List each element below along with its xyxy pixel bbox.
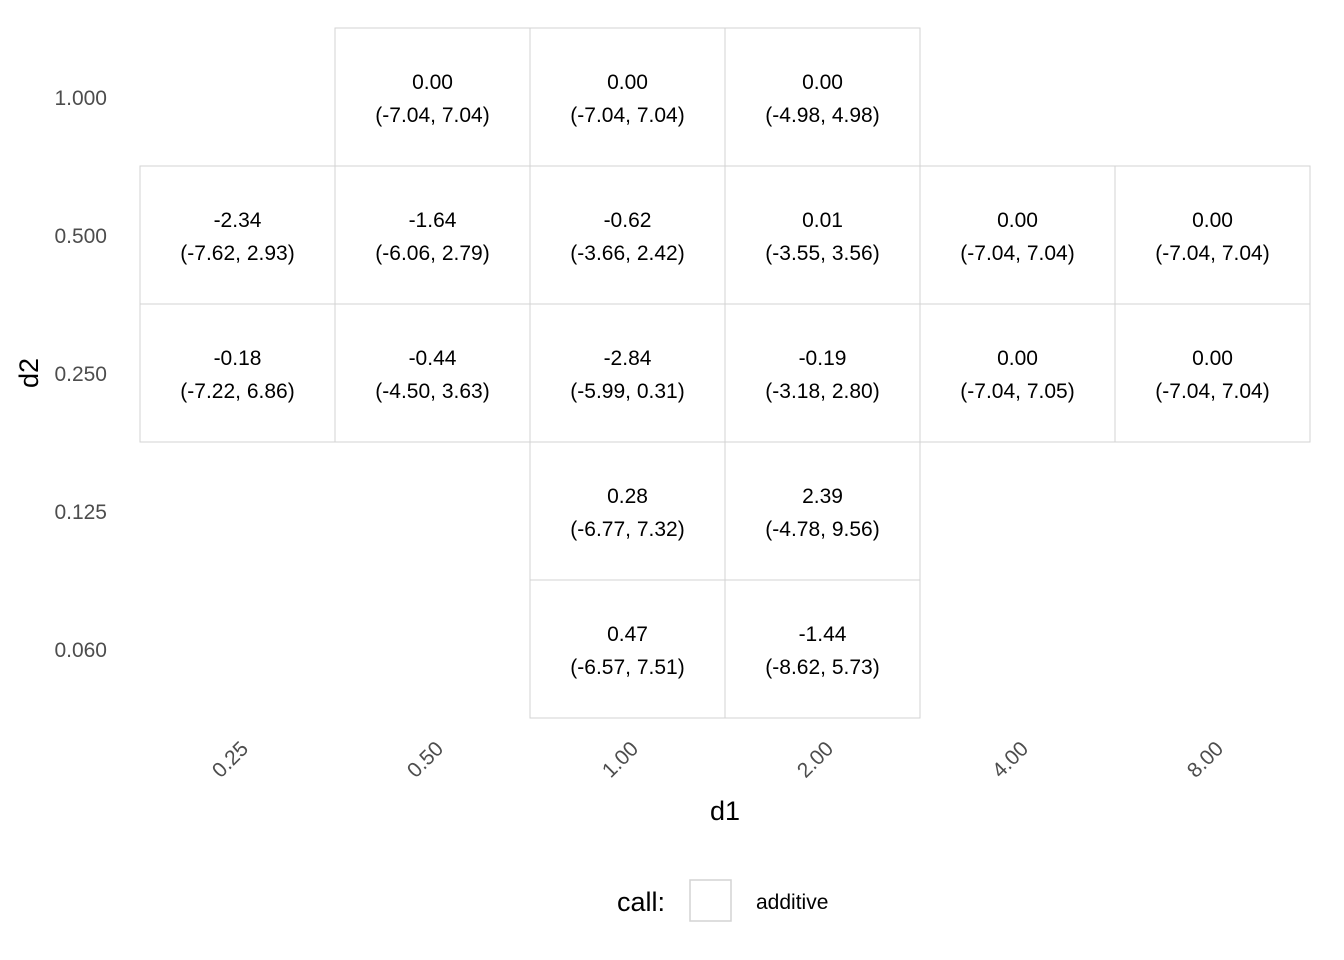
cell-interval-label: (-4.50, 3.63) <box>375 380 489 403</box>
heatmap-cell-rect <box>724 27 921 167</box>
cell-estimate-label: -2.84 <box>604 347 652 370</box>
cell-estimate-label: -0.18 <box>214 347 262 370</box>
cell-estimate-label: 0.00 <box>1192 347 1233 370</box>
cell-interval-label: (-6.77, 7.32) <box>570 518 684 541</box>
cells-layer: 0.00 (-7.04, 7.04) 0.00 (-7.04, 7.04) 0.00 (-… <box>139 27 1311 719</box>
heatmap-cell-rect <box>529 27 726 167</box>
heatmap-cell-rect <box>139 165 336 305</box>
y-tick-label: 0.125 <box>54 501 107 524</box>
cell-estimate-label: 0.00 <box>1192 209 1233 232</box>
cell-estimate-label: 0.01 <box>802 209 843 232</box>
heatmap-cell: 0.28 (-6.77, 7.32) <box>529 441 726 581</box>
legend-label-additive: additive <box>756 891 828 914</box>
cell-estimate-label: -2.34 <box>214 209 262 232</box>
cell-estimate-label: -1.64 <box>409 209 457 232</box>
heatmap-cell-rect <box>334 303 531 443</box>
cell-estimate-label: -0.19 <box>799 347 847 370</box>
heatmap-cell: -0.62 (-3.66, 2.42) <box>529 165 726 305</box>
heatmap-cell-rect <box>529 165 726 305</box>
cell-interval-label: (-6.06, 2.79) <box>375 242 489 265</box>
cell-interval-label: (-5.99, 0.31) <box>570 380 684 403</box>
heatmap-cell-rect <box>529 579 726 719</box>
cell-interval-label: (-8.62, 5.73) <box>765 656 879 679</box>
x-tick-label: 0.50 <box>403 737 448 782</box>
heatmap-cell: 0.00 (-7.04, 7.04) <box>919 165 1116 305</box>
cell-estimate-label: 0.00 <box>607 71 648 94</box>
heatmap-cell-rect <box>529 441 726 581</box>
heatmap-cell-rect <box>334 165 531 305</box>
cell-interval-label: (-6.57, 7.51) <box>570 656 684 679</box>
heatmap-cell: -2.84 (-5.99, 0.31) <box>529 303 726 443</box>
heatmap-cell-rect <box>724 579 921 719</box>
heatmap-cell-rect <box>724 441 921 581</box>
cell-interval-label: (-7.62, 2.93) <box>180 242 294 265</box>
heatmap-cell: -0.19 (-3.18, 2.80) <box>724 303 921 443</box>
heatmap-cell-rect <box>334 27 531 167</box>
cell-interval-label: (-3.18, 2.80) <box>765 380 879 403</box>
heatmap-cell-rect <box>724 165 921 305</box>
cell-estimate-label: 0.00 <box>997 209 1038 232</box>
heatmap-cell-rect <box>529 303 726 443</box>
heatmap-cell-rect <box>724 303 921 443</box>
heatmap-cell-rect <box>919 165 1116 305</box>
heatmap-cell: -0.18 (-7.22, 6.86) <box>139 303 336 443</box>
cell-estimate-label: 0.47 <box>607 623 648 646</box>
cell-interval-label: (-3.66, 2.42) <box>570 242 684 265</box>
heatmap-cell: 0.47 (-6.57, 7.51) <box>529 579 726 719</box>
cell-estimate-label: -1.44 <box>799 623 847 646</box>
x-tick-label: 8.00 <box>1183 737 1228 782</box>
y-tick-label: 1.000 <box>54 87 107 110</box>
heatmap-cell: -2.34 (-7.62, 2.93) <box>139 165 336 305</box>
x-tick-label: 1.00 <box>598 737 643 782</box>
heatmap-cell-rect <box>1114 303 1311 443</box>
cell-interval-label: (-7.04, 7.04) <box>1155 242 1269 265</box>
cell-estimate-label: 0.28 <box>607 485 648 508</box>
heatmap-cell-rect <box>1114 165 1311 305</box>
heatmap-cell: 0.00 (-4.98, 4.98) <box>724 27 921 167</box>
heatmap-cell: 2.39 (-4.78, 9.56) <box>724 441 921 581</box>
x-axis-title: d1 <box>710 796 740 826</box>
heatmap-cell: 0.00 (-7.04, 7.04) <box>1114 165 1311 305</box>
x-tick-label: 2.00 <box>793 737 838 782</box>
cell-estimate-label: 0.00 <box>412 71 453 94</box>
cell-interval-label: (-7.04, 7.04) <box>1155 380 1269 403</box>
legend: call: additive <box>617 879 828 922</box>
x-tick-label: 4.00 <box>988 737 1033 782</box>
heatmap-cell: -0.44 (-4.50, 3.63) <box>334 303 531 443</box>
cell-interval-label: (-7.04, 7.04) <box>570 104 684 127</box>
cell-estimate-label: -0.44 <box>409 347 457 370</box>
y-tick-label: 0.250 <box>54 363 107 386</box>
heatmap-cell: -1.44 (-8.62, 5.73) <box>724 579 921 719</box>
legend-title: call: <box>617 887 665 917</box>
heatmap-cell: -1.64 (-6.06, 2.79) <box>334 165 531 305</box>
cell-interval-label: (-4.78, 9.56) <box>765 518 879 541</box>
y-axis-ticks: 1.000 0.500 0.250 0.125 0.060 <box>54 87 107 662</box>
cell-interval-label: (-7.22, 6.86) <box>180 380 294 403</box>
y-axis-title: d2 <box>14 358 44 388</box>
heatmap-cell: 0.01 (-3.55, 3.56) <box>724 165 921 305</box>
heatmap-cell: 0.00 (-7.04, 7.04) <box>529 27 726 167</box>
cell-estimate-label: 0.00 <box>802 71 843 94</box>
cell-interval-label: (-3.55, 3.56) <box>765 242 879 265</box>
heatmap-cell: 0.00 (-7.04, 7.04) <box>334 27 531 167</box>
y-tick-label: 0.500 <box>54 225 107 248</box>
cell-interval-label: (-7.04, 7.04) <box>960 242 1074 265</box>
cell-interval-label: (-4.98, 4.98) <box>765 104 879 127</box>
legend-key-additive <box>689 879 732 922</box>
heatmap-cell-rect <box>919 303 1116 443</box>
cell-estimate-label: 2.39 <box>802 485 843 508</box>
cell-interval-label: (-7.04, 7.05) <box>960 380 1074 403</box>
cell-estimate-label: 0.00 <box>997 347 1038 370</box>
cell-interval-label: (-7.04, 7.04) <box>375 104 489 127</box>
x-axis-ticks: 0.25 0.50 1.00 2.00 4.00 8.00 <box>208 737 1228 782</box>
y-tick-label: 0.060 <box>54 639 107 662</box>
x-tick-label: 0.25 <box>208 737 253 782</box>
heatmap-cell-rect <box>139 303 336 443</box>
heatmap-cell: 0.00 (-7.04, 7.04) <box>1114 303 1311 443</box>
heatmap-cell: 0.00 (-7.04, 7.05) <box>919 303 1116 443</box>
cell-estimate-label: -0.62 <box>604 209 652 232</box>
